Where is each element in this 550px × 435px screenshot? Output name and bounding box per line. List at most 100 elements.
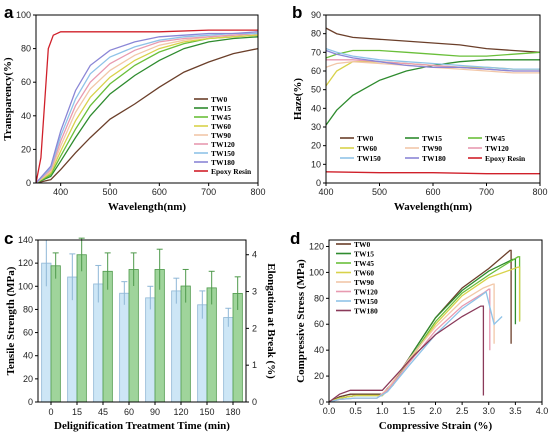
legend-label: TW90	[354, 278, 374, 287]
x-tick-label: 700	[201, 187, 216, 197]
series-line-tw0	[326, 27, 540, 53]
series-line-tw180	[36, 31, 258, 183]
panel-letter-d: d	[290, 229, 300, 248]
x-tick-label: 90	[150, 407, 160, 417]
y2-tick-label: 3	[252, 287, 257, 297]
y-tick-label: 60	[21, 77, 31, 87]
plot-frame	[325, 14, 541, 184]
y-tick-label: 90	[311, 10, 321, 20]
x-tick-label: 0	[48, 407, 53, 417]
y-tick-label: 120	[309, 241, 324, 251]
y-tick-label: 60	[23, 328, 33, 338]
y2-tick-label: 0	[252, 397, 257, 407]
legend-label: TW0	[357, 134, 374, 143]
y-tick-label: 50	[311, 85, 321, 95]
x-tick-label: 700	[479, 187, 494, 197]
plot-frame	[35, 14, 259, 184]
x-axis-label: Delignification Treatment Time (min)	[54, 420, 230, 432]
legend-label: Epoxy Resin	[211, 167, 252, 176]
x-tick-label: 45	[98, 407, 108, 417]
legend-label: TW150	[354, 297, 378, 306]
bar-tensile	[223, 317, 234, 403]
panel-d: d 0.0 0.5 1.0 1.5 2.0 2.5 3.0 3.5 4.0 0 20 40 60 80 100…	[290, 229, 548, 432]
y-tick-label: 20	[311, 141, 321, 151]
legend-label: TW45	[485, 134, 505, 143]
legend-b: TW0 TW15 TW45 TW60 TW90 TW120 TW150 TW180 Epoxy …	[340, 134, 526, 163]
x-tick-label: 600	[152, 187, 167, 197]
x-tick-label: 180	[225, 407, 240, 417]
x-tick-label: 0.0	[323, 406, 336, 416]
series-line-tw180	[326, 49, 540, 72]
x-tick-label: 150	[199, 407, 214, 417]
y-tick-label: 0	[316, 178, 321, 188]
legend-label: TW150	[211, 149, 235, 158]
y-tick-label: 60	[314, 319, 324, 329]
x-tick-label: 2.0	[429, 406, 442, 416]
y-tick-label: 70	[311, 47, 321, 57]
x-tick-label: 800	[250, 187, 265, 197]
y-tick-label: 80	[21, 44, 31, 54]
legend-label: TW150	[357, 154, 381, 163]
y-tick-label: 80	[311, 29, 321, 39]
legend-label: TW90	[422, 144, 442, 153]
legend-label: TW60	[354, 269, 374, 278]
x-axis-label: Compressive Strain (%)	[379, 420, 493, 432]
y-axis-label: Compressive Stress (MPa)	[295, 259, 307, 383]
y-axis-label: Haze(%)	[292, 78, 304, 120]
y-tick-label: 40	[21, 111, 31, 121]
y-tick-label: 100	[16, 10, 31, 20]
legend-label: TW45	[211, 113, 231, 122]
x-tick-label: 0.5	[349, 406, 362, 416]
bar-elongation	[180, 285, 191, 403]
series-line-tw15	[36, 36, 258, 183]
x-tick-label: 2.5	[456, 406, 469, 416]
legend-label: TW180	[211, 158, 235, 167]
plot-frame	[328, 239, 543, 403]
legend-label: TW60	[357, 144, 377, 153]
panel-c: c 0 15 45 60 90 120 150 180 0 20 40 60 80 100 120 140 0 1 2…	[4, 229, 277, 432]
y-tick-label: 80	[314, 293, 324, 303]
x-tick-label: 800	[532, 187, 547, 197]
y-tick-label: 60	[311, 66, 321, 76]
legend-label: TW15	[422, 134, 442, 143]
legend-label: TW120	[354, 288, 378, 297]
y-tick-label: 100	[18, 281, 33, 291]
y-tick-label: 20	[314, 371, 324, 381]
series-line-tw150	[326, 47, 540, 70]
x-tick-label: 120	[173, 407, 188, 417]
y2-axis-label: Elongation at Break (%)	[265, 263, 277, 379]
legend-a: TW0TW15TW45TW60TW90TW120TW150TW180Epoxy …	[194, 95, 252, 176]
bar-tensile	[171, 290, 182, 403]
panel-b: b 400 500 600 700 800 0 10 20 30 40 50 60 70 80 90 Wavel…	[292, 3, 548, 213]
y-tick-label: 0	[26, 178, 31, 188]
y-tick-label: 40	[314, 345, 324, 355]
y-tick-label: 10	[311, 159, 321, 169]
legend-label: TW0	[211, 95, 228, 104]
y-tick-label: 80	[23, 304, 33, 314]
series-line-tw180	[329, 305, 485, 402]
y-axis-label: Tensile Strength (MPa)	[5, 266, 17, 375]
legend-label: TW45	[354, 259, 374, 268]
series-line-epoxy-resin	[326, 171, 540, 175]
x-tick-label: 500	[372, 187, 387, 197]
x-tick-label: 1.5	[403, 406, 416, 416]
plot-frame	[37, 239, 247, 403]
x-tick-label: 3.0	[482, 406, 495, 416]
series-line-tw45	[326, 49, 540, 59]
y-tick-label: 100	[309, 267, 324, 277]
y-tick-label: 20	[21, 144, 31, 154]
series-line-tw0	[36, 47, 258, 183]
x-tick-label: 60	[124, 407, 134, 417]
x-tick-label: 4.0	[536, 406, 549, 416]
x-tick-label: 15	[72, 407, 82, 417]
legend-label: TW120	[211, 140, 235, 149]
y-tick-label: 0	[319, 397, 324, 407]
y-tick-label: 20	[23, 374, 33, 384]
series-line-tw15	[326, 59, 540, 126]
x-tick-label: 600	[425, 187, 440, 197]
legend-label: Epoxy Resin	[485, 154, 526, 163]
legend-label: TW60	[211, 122, 231, 131]
legend-label: TW0	[354, 240, 371, 249]
